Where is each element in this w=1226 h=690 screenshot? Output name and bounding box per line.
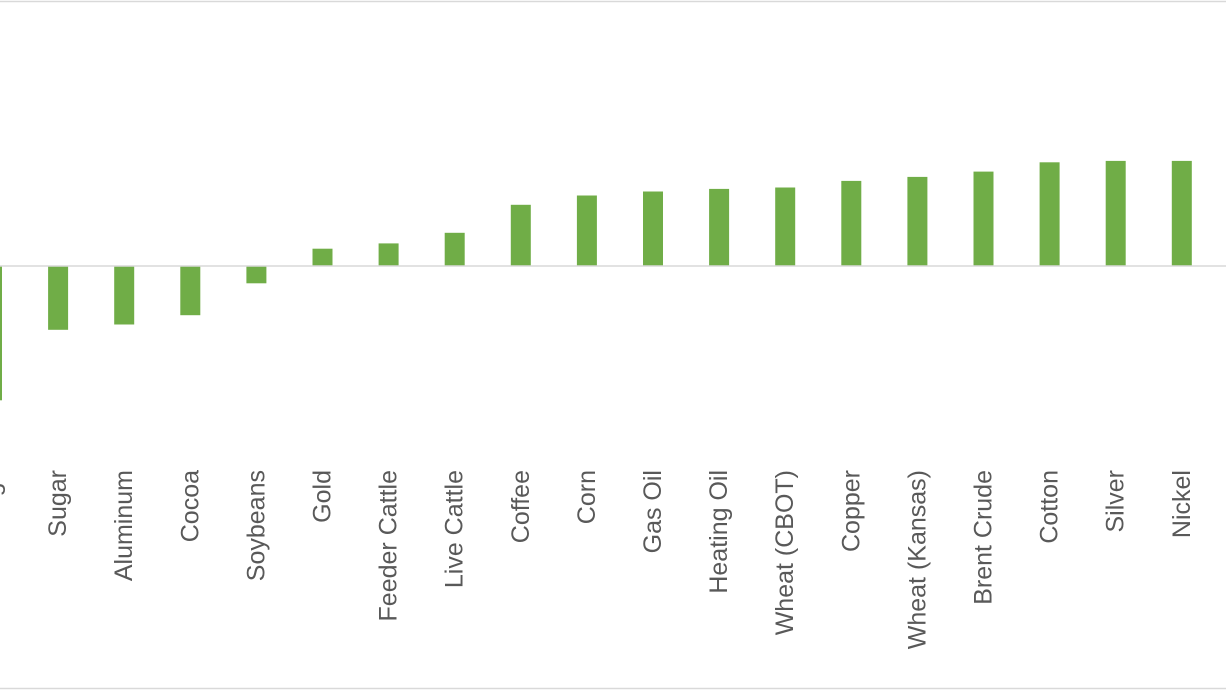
bar-lean-hogs (0, 266, 2, 401)
category-label-gold: Gold (309, 470, 337, 523)
category-label-soybeans: Soybeans (242, 470, 270, 581)
bar-coffee (510, 204, 531, 266)
category-label-cotton: Cotton (1036, 470, 1064, 544)
bar-feeder-cattle (378, 243, 399, 266)
bar-silver (1105, 160, 1126, 266)
category-label-silver: Silver (1102, 470, 1130, 533)
bar-brent-crude (973, 171, 994, 266)
bar-nickel (1171, 160, 1192, 266)
category-label-wheat-kansas: Wheat (Kansas) (903, 470, 931, 649)
bars (0, 160, 1192, 401)
bar-corn (576, 195, 597, 266)
category-label-heating-oil: Heating Oil (705, 470, 733, 594)
bar-cotton (1039, 162, 1060, 266)
category-labels: Lean Hogs Sugar Aluminum Cocoa Soybeans Gold F… (0, 470, 1196, 649)
bar-soybeans (246, 266, 267, 284)
category-label-sugar: Sugar (44, 470, 72, 537)
bar-aluminum (114, 266, 135, 325)
category-label-cocoa: Cocoa (176, 470, 204, 542)
bar-cocoa (180, 266, 201, 316)
bar-heating-oil (709, 188, 730, 266)
category-label-feeder-cattle: Feeder Cattle (375, 470, 403, 621)
category-label-brent-crude: Brent Crude (970, 470, 998, 605)
category-label-lean-hogs: Lean Hogs (0, 470, 6, 591)
bar-gold (312, 248, 333, 266)
category-label-live-cattle: Live Cattle (441, 470, 469, 588)
category-label-wheat-cbot: Wheat (CBOT) (771, 470, 799, 635)
category-label-nickel: Nickel (1168, 470, 1196, 538)
category-label-gas-oil: Gas Oil (639, 470, 667, 553)
bar-wheat-kansas (907, 176, 928, 266)
category-label-coffee: Coffee (507, 470, 535, 543)
category-label-aluminum: Aluminum (110, 470, 138, 581)
category-label-corn: Corn (573, 470, 601, 524)
bar-sugar (48, 266, 69, 330)
bar-copper (841, 180, 862, 266)
bar-gas-oil (643, 191, 663, 266)
category-label-copper: Copper (837, 470, 865, 552)
bar-live-cattle (444, 232, 465, 267)
bar-wheat-cbot (775, 187, 796, 266)
